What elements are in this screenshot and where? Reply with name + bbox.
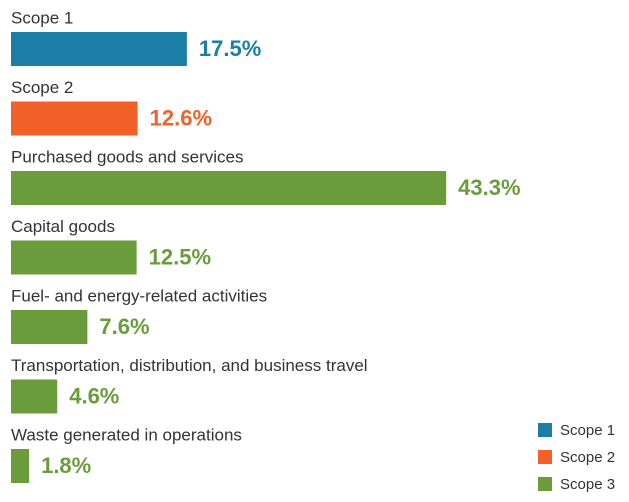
bar [11,240,137,275]
category-label: Purchased goods and services [11,147,243,166]
legend-swatch [538,450,552,464]
category-label: Scope 1 [11,8,73,27]
bar [11,310,88,344]
value-label: 7.6% [99,314,149,339]
value-label: 12.5% [149,244,211,269]
value-label: 17.5% [199,36,261,61]
legend-swatch [538,477,552,491]
category-label: Transportation, distribution, and busine… [11,356,368,375]
bar [11,32,187,66]
value-label: 43.3% [458,175,520,200]
legend-swatch [538,423,552,437]
value-label: 4.6% [69,383,119,408]
value-label: 1.8% [41,453,91,478]
category-label: Scope 2 [11,78,73,97]
bar [11,101,138,136]
legend-label: Scope 1 [560,422,615,439]
value-label: 12.6% [150,105,212,130]
bar [11,379,58,414]
category-label: Waste generated in operations [11,425,242,444]
category-label: Capital goods [11,217,115,236]
bar [11,449,30,483]
bar [11,171,447,205]
legend-label: Scope 3 [560,476,615,493]
legend-label: Scope 2 [560,449,615,466]
category-label: Fuel- and energy-related activities [11,286,267,305]
